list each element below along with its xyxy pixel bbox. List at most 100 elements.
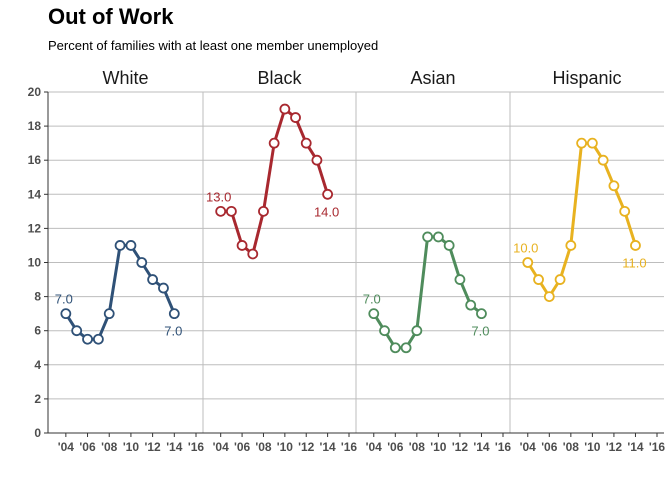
x-tick-label: '12 xyxy=(606,440,623,454)
y-tick-label: 14 xyxy=(28,187,42,201)
x-tick-label: '12 xyxy=(452,440,469,454)
facet-hispanic: Hispanic '04 '06 '08 '10 '12 '14 '16 10.0 11.0 xyxy=(510,68,665,454)
data-point xyxy=(543,291,555,303)
x-tick-label: '06 xyxy=(541,440,558,454)
data-point xyxy=(389,342,401,354)
facet-black: Black '04 '06 '08 '10 '12 '14 '16 13.0 14.0 xyxy=(203,68,357,454)
data-point xyxy=(476,308,487,320)
x-tick-label: '16 xyxy=(188,440,205,454)
x-tick-label: '12 xyxy=(145,440,162,454)
facet-asian: Asian '04 '06 '08 '10 '12 '14 '16 7.0 7.0 xyxy=(356,68,511,454)
data-point xyxy=(533,274,544,285)
x-tick-label: '16 xyxy=(341,440,358,454)
data-point xyxy=(247,248,259,260)
series-line xyxy=(220,107,330,256)
x-tick-label: '16 xyxy=(495,440,512,454)
y-axis: 0 2 4 6 8 10 12 14 16 18 20 xyxy=(28,85,49,440)
data-label-first: 7.0 xyxy=(363,292,381,307)
data-point xyxy=(522,257,534,268)
data-point xyxy=(225,205,237,217)
data-point xyxy=(236,240,248,251)
data-label-last: 7.0 xyxy=(164,324,182,339)
data-point xyxy=(215,205,227,217)
data-label-last: 7.0 xyxy=(471,324,489,339)
data-point xyxy=(60,308,72,320)
x-tick-label: '08 xyxy=(255,440,272,454)
x-tick-label: '14 xyxy=(320,440,337,454)
facet-title: White xyxy=(102,68,148,88)
data-point xyxy=(300,137,312,149)
data-point xyxy=(103,308,115,320)
y-tick-label: 0 xyxy=(34,426,41,440)
data-point xyxy=(279,103,291,115)
data-point xyxy=(92,333,104,345)
data-point xyxy=(432,231,444,243)
x-tick-label: '10 xyxy=(123,440,140,454)
y-tick-label: 16 xyxy=(28,153,42,167)
data-point xyxy=(608,180,620,192)
data-point xyxy=(158,282,169,294)
facet-title: Asian xyxy=(410,68,455,88)
data-point xyxy=(290,112,301,123)
data-point xyxy=(168,308,180,320)
data-point xyxy=(630,240,641,251)
data-point xyxy=(597,154,609,166)
data-point xyxy=(400,342,412,354)
data-point xyxy=(586,137,598,149)
x-tick-label: '04 xyxy=(213,440,230,454)
x-tick-label: '06 xyxy=(234,440,251,454)
x-tick-label: '14 xyxy=(166,440,183,454)
data-point xyxy=(82,333,93,345)
data-point xyxy=(576,137,588,149)
data-point xyxy=(258,205,269,217)
x-tick-label: '12 xyxy=(298,440,315,454)
data-label-last: 11.0 xyxy=(622,255,646,270)
data-point xyxy=(619,205,631,217)
data-point xyxy=(322,188,334,200)
x-tick-label: '14 xyxy=(627,440,644,454)
x-tick-label: '10 xyxy=(277,440,294,454)
y-tick-label: 6 xyxy=(34,324,41,338)
facet-title: Black xyxy=(257,68,302,88)
panel-separators xyxy=(202,92,511,433)
data-point xyxy=(268,137,280,149)
y-tick-label: 2 xyxy=(34,392,41,406)
y-tick-label: 20 xyxy=(28,85,42,99)
data-point xyxy=(443,240,455,251)
data-point xyxy=(379,325,390,337)
x-tick-label: '16 xyxy=(649,440,666,454)
chart-title: Out of Work xyxy=(48,4,174,29)
data-point xyxy=(565,240,577,251)
x-tick-label: '08 xyxy=(101,440,118,454)
x-tick-label: '04 xyxy=(58,440,75,454)
series-line xyxy=(64,243,176,341)
data-label-first: 13.0 xyxy=(206,189,231,204)
y-tick-label: 12 xyxy=(28,221,42,235)
x-tick-label: '06 xyxy=(79,440,96,454)
data-point xyxy=(411,325,423,337)
data-point xyxy=(554,274,566,285)
y-tick-label: 10 xyxy=(28,256,42,270)
data-point xyxy=(114,240,126,251)
x-tick-label: '04 xyxy=(366,440,383,454)
x-tick-label: '10 xyxy=(430,440,447,454)
y-tick-label: 4 xyxy=(34,358,41,372)
series-line xyxy=(526,141,637,299)
data-point xyxy=(422,231,434,243)
x-tick-label: '08 xyxy=(563,440,580,454)
data-point xyxy=(465,299,477,311)
y-tick-label: 8 xyxy=(34,290,41,304)
data-label-last: 14.0 xyxy=(314,204,339,219)
x-tick-label: '08 xyxy=(409,440,426,454)
chart-subtitle: Percent of families with at least one me… xyxy=(48,38,379,53)
y-tick-label: 18 xyxy=(28,119,42,133)
facet-title: Hispanic xyxy=(552,68,621,88)
data-label-first: 10.0 xyxy=(513,241,538,256)
data-point xyxy=(125,240,137,251)
data-label-first: 7.0 xyxy=(55,292,73,307)
data-point xyxy=(71,325,83,337)
x-tick-label: '10 xyxy=(584,440,601,454)
x-tick-label: '14 xyxy=(473,440,490,454)
x-tick-label: '06 xyxy=(387,440,404,454)
